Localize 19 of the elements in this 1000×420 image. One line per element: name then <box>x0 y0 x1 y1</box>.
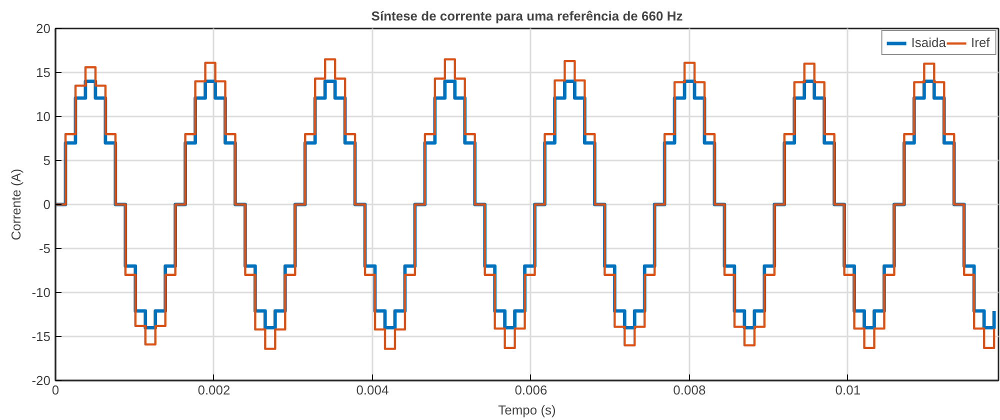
y-tick-label: 20 <box>36 21 51 36</box>
chart-title: Síntese de corrente para uma referência de 660 Hz <box>371 8 684 24</box>
y-tick-label: -15 <box>32 329 51 344</box>
legend-label: Isaida <box>911 35 946 50</box>
x-tick-label: 0.004 <box>356 382 389 398</box>
legend-label: Iref <box>971 35 991 50</box>
y-tick-label: -20 <box>32 373 51 388</box>
x-axis-title: Tempo (s) <box>498 402 556 418</box>
y-tick-label: 10 <box>36 109 51 124</box>
x-tick-label: 0.008 <box>673 382 706 398</box>
y-tick-label: -5 <box>38 241 51 256</box>
y-tick-label: 0 <box>43 197 51 212</box>
y-axis-title: Corrente (A) <box>8 168 24 240</box>
x-tick-label: 0.006 <box>514 382 548 398</box>
x-tick-label: 0.002 <box>198 382 230 398</box>
x-tick-label: 0.01 <box>835 382 861 398</box>
y-tick-label: 5 <box>43 153 51 168</box>
y-tick-label: 15 <box>36 65 51 80</box>
y-tick-label: -10 <box>32 285 51 300</box>
